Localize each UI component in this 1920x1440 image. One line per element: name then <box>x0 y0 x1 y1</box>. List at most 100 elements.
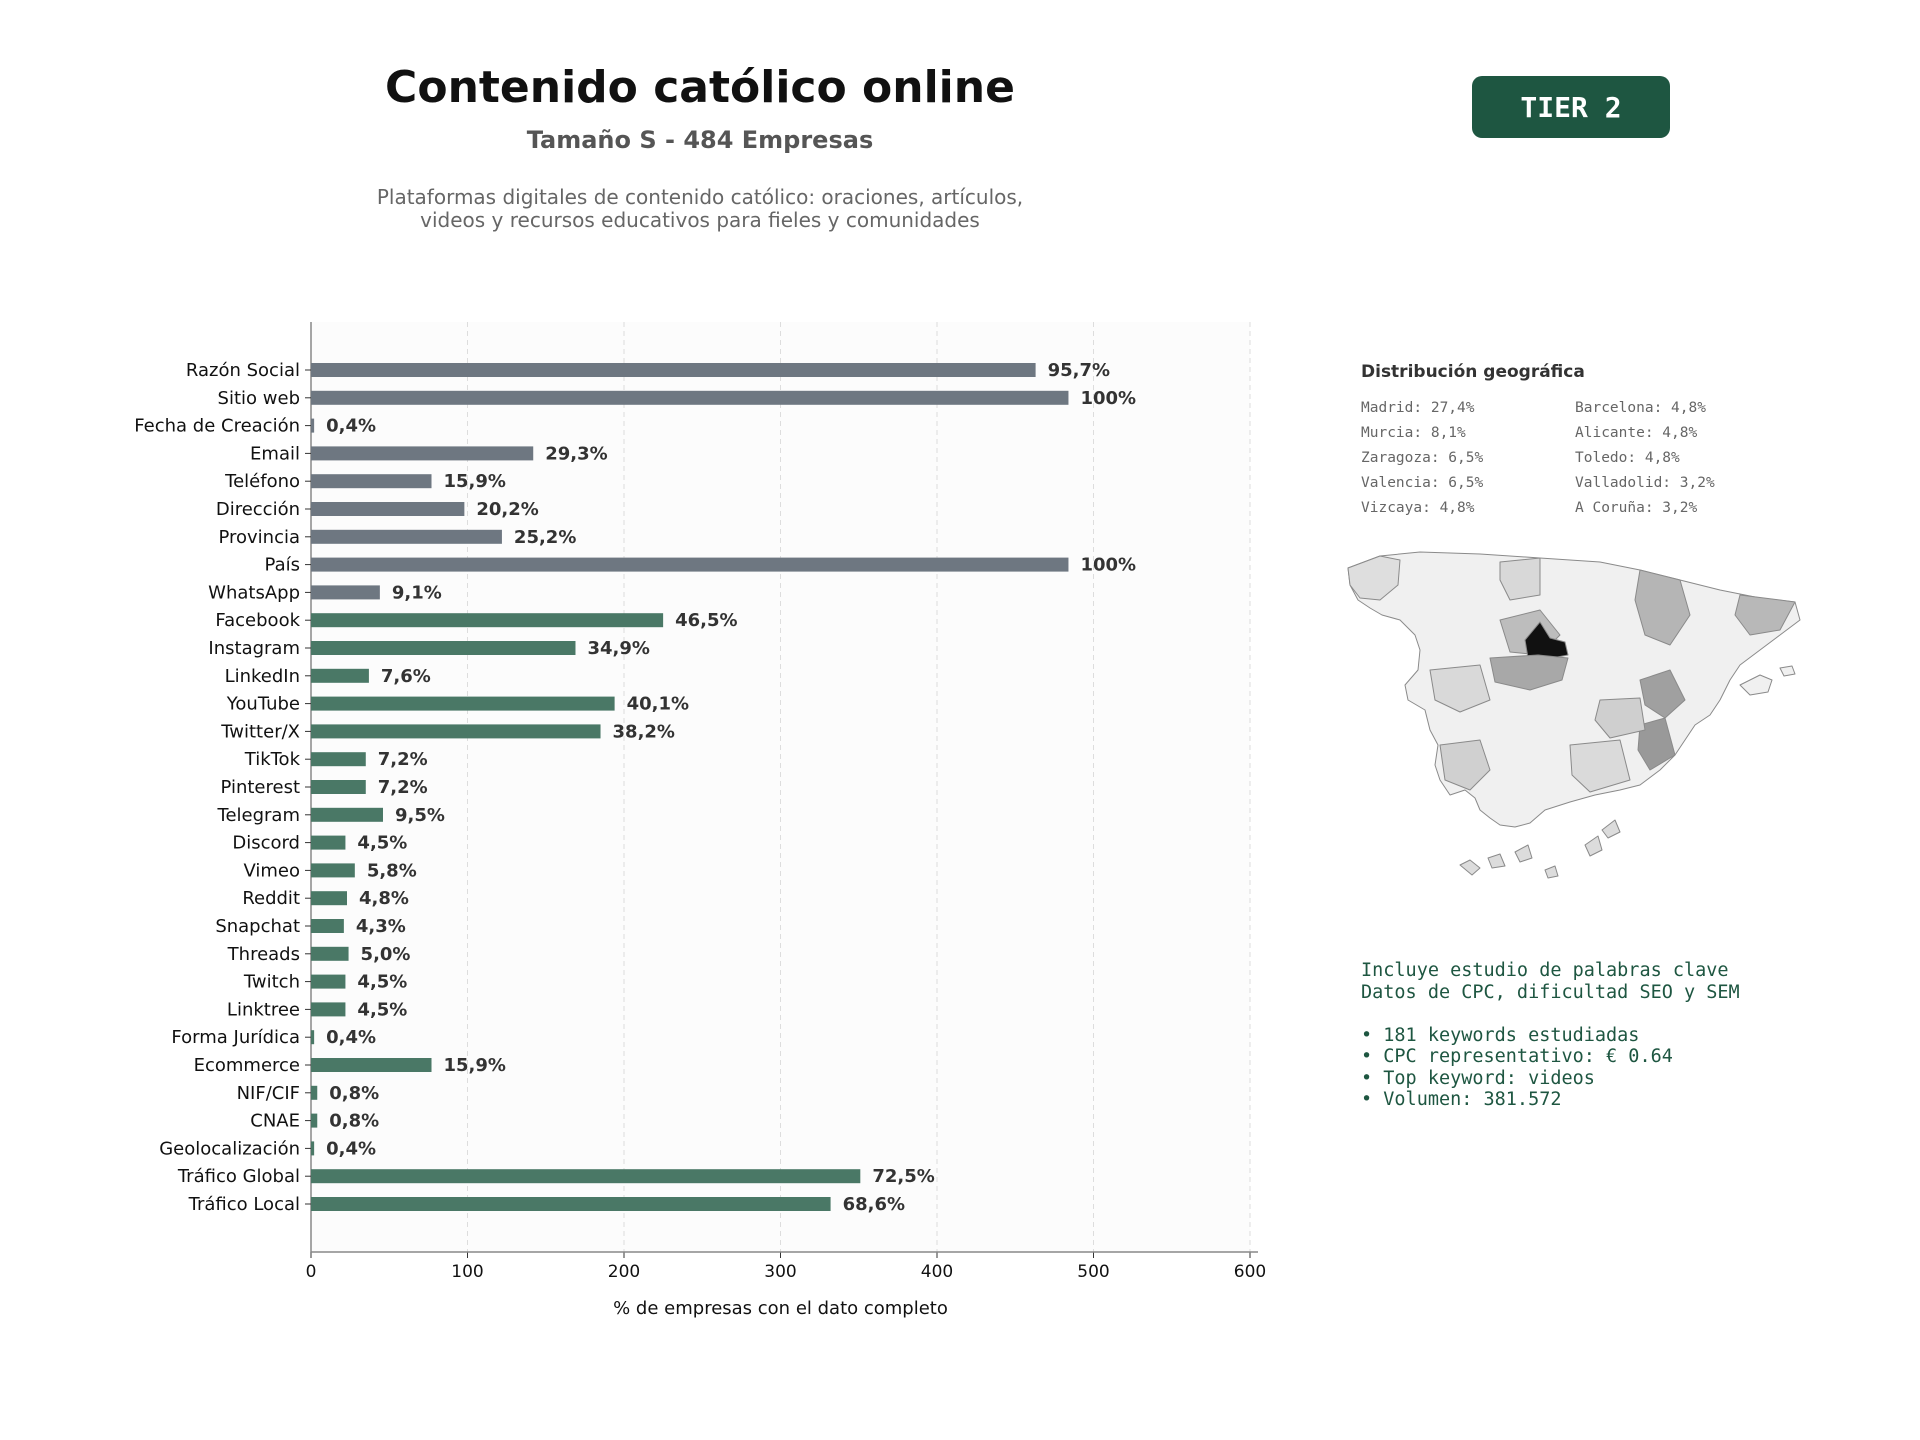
data-label: 38,2% <box>613 721 675 742</box>
bar <box>311 585 380 600</box>
category-label: Facebook <box>215 610 300 631</box>
category-label: Pinterest <box>220 777 300 798</box>
category-label: Tráfico Local <box>188 1194 300 1215</box>
geo-item: Alicante: 4,8% <box>1575 425 1698 441</box>
map-region <box>1637 717 1676 771</box>
category-label: Reddit <box>242 888 300 909</box>
data-label: 25,2% <box>514 527 576 548</box>
geo-list: Madrid: 27,4% Barcelona: 4,8% Murcia: 8,… <box>1361 400 1761 516</box>
map-region <box>1499 557 1541 601</box>
x-tick-label: 0 <box>306 1262 317 1282</box>
geo-item: Zaragoza: 6,5% <box>1361 450 1484 466</box>
map-canary <box>1459 819 1621 879</box>
bar <box>311 557 1069 572</box>
data-label: 9,5% <box>395 805 445 826</box>
keywords-line: • Top keyword: videos <box>1361 1067 1595 1089</box>
bar <box>311 1113 318 1128</box>
map-region <box>1489 654 1569 691</box>
x-tick-label: 100 <box>451 1262 483 1282</box>
bar <box>311 863 355 878</box>
bar <box>311 502 465 516</box>
page-subtitle: Tamaño S - 484 Empresas <box>526 126 874 154</box>
bar <box>311 807 383 822</box>
category-label: Fecha de Creación <box>134 416 300 437</box>
category-label: WhatsApp <box>208 582 300 603</box>
category-label: NIF/CIF <box>237 1083 300 1104</box>
bar <box>311 946 349 961</box>
data-label: 0,4% <box>326 1027 376 1048</box>
bar <box>311 780 366 794</box>
category-label: Vimeo <box>243 860 300 881</box>
keywords-line: Incluye estudio de palabras clave <box>1361 960 1729 981</box>
map-region <box>1439 739 1491 791</box>
data-label: 4,5% <box>357 999 407 1020</box>
bar <box>311 1058 432 1072</box>
category-label: Twitch <box>243 972 300 993</box>
spain-choropleth-map <box>1347 551 1801 879</box>
keywords-line: Datos de CPC, dificultad SEO y SEM <box>1361 981 1740 1003</box>
geo-item: Madrid: 27,4% <box>1361 400 1475 416</box>
category-label: Dirección <box>216 499 300 520</box>
data-label: 68,6% <box>843 1194 905 1215</box>
geo-item: Vizcaya: 4,8% <box>1361 500 1475 516</box>
bar <box>311 446 534 461</box>
bar <box>311 1085 318 1100</box>
category-label: TikTok <box>244 749 301 770</box>
keywords-line: • CPC representativo: € 0.64 <box>1361 1046 1673 1067</box>
bar <box>311 418 315 433</box>
data-label: 4,5% <box>357 972 407 993</box>
x-tick-label: 300 <box>764 1262 796 1282</box>
data-label: 29,3% <box>545 443 607 464</box>
category-label: Linktree <box>227 999 300 1020</box>
bar <box>311 613 664 628</box>
map-region <box>1429 664 1491 713</box>
bar <box>311 474 432 489</box>
category-label: Provincia <box>218 527 300 548</box>
data-label: 4,5% <box>357 833 407 854</box>
bar <box>311 529 502 544</box>
data-label: 7,6% <box>381 666 431 687</box>
data-label: 95,7% <box>1048 360 1110 381</box>
data-label: 72,5% <box>872 1166 934 1187</box>
geo-item: A Coruña: 3,2% <box>1575 500 1698 516</box>
data-label: 4,8% <box>359 888 409 909</box>
keywords-line: • Volumen: 381.572 <box>1361 1089 1562 1110</box>
geo-title: Distribución geográfica <box>1361 362 1585 382</box>
map-region <box>1594 697 1646 739</box>
category-label: Instagram <box>208 638 300 659</box>
data-label: 15,9% <box>444 471 506 492</box>
map-region <box>1347 555 1401 601</box>
data-label: 20,2% <box>476 499 538 520</box>
x-tick-label: 200 <box>608 1262 640 1282</box>
page-title: Contenido católico online <box>385 62 1015 113</box>
bar <box>311 835 346 850</box>
completeness-bar-chart: 0 100 200 300 400 500 600 Razón Social 95,7% Siti… <box>134 322 1266 1319</box>
data-label: 0,8% <box>329 1083 379 1104</box>
bar <box>311 390 1069 405</box>
category-label: País <box>265 555 300 576</box>
map-islands <box>1739 665 1796 696</box>
bar <box>311 1169 861 1184</box>
data-label: 34,9% <box>587 638 649 659</box>
data-label: 0,4% <box>326 416 376 437</box>
data-label: 9,1% <box>392 582 442 603</box>
bar <box>311 1141 315 1156</box>
x-tick-label: 500 <box>1077 1262 1109 1282</box>
data-label: 5,8% <box>367 860 417 881</box>
category-label: Forma Jurídica <box>171 1027 300 1048</box>
category-label: YouTube <box>226 694 300 715</box>
bar <box>311 974 346 989</box>
data-label: 100% <box>1080 388 1136 409</box>
keywords-line <box>1361 1003 1740 1025</box>
data-label: 7,2% <box>378 749 428 770</box>
description-line: videos y recursos educativos para fieles… <box>420 208 980 232</box>
category-label: Twitter/X <box>220 721 300 742</box>
geo-item: Valencia: 6,5% <box>1361 475 1484 491</box>
map-region <box>1639 669 1686 719</box>
category-label: Teléfono <box>224 471 300 492</box>
bar <box>311 696 615 711</box>
bar <box>311 668 369 683</box>
bar <box>311 752 366 767</box>
data-label: 15,9% <box>444 1055 506 1076</box>
category-label: Geolocalización <box>159 1138 300 1159</box>
